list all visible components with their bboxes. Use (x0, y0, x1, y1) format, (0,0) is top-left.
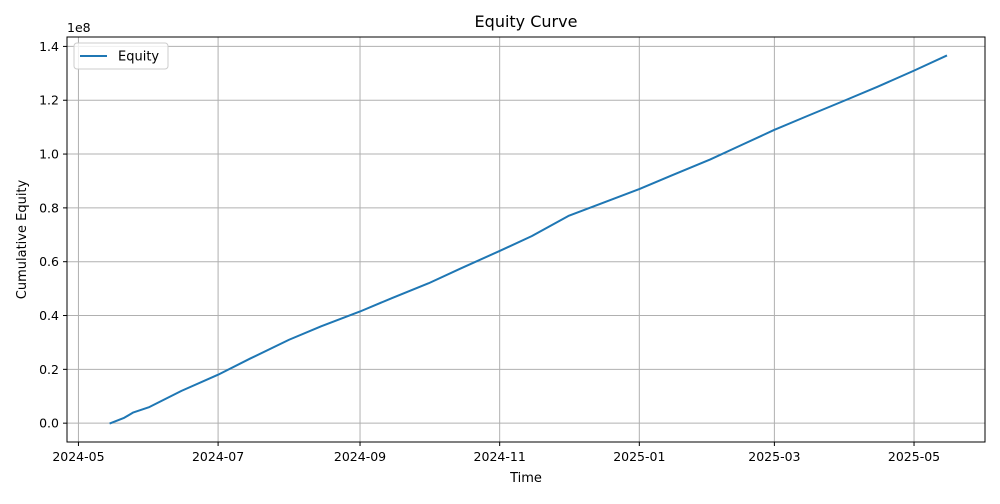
y-tick-label: 0.4 (39, 308, 59, 323)
grid (67, 37, 985, 442)
x-tick-label: 2024-11 (474, 449, 526, 464)
series-line-equity (109, 54, 948, 425)
x-tick-label: 2025-03 (748, 449, 800, 464)
x-tick-label: 2025-01 (613, 449, 665, 464)
x-tick-label: 2024-05 (52, 449, 104, 464)
legend-label-equity: Equity (118, 50, 159, 65)
y-tick-label: 0.0 (39, 416, 59, 431)
x-tick-label: 2025-05 (888, 449, 940, 464)
chart-title: Equity Curve (475, 12, 578, 31)
y-axis-ticks: 0.0 0.2 0.4 0.6 0.8 1.0 1.2 1.4 (39, 39, 67, 431)
x-axis-ticks: 2024-05 2024-07 2024-09 2024-11 2025-01 2025-… (52, 442, 940, 464)
legend-box (73, 42, 169, 70)
x-tick-label: 2024-09 (334, 449, 386, 464)
y-tick-label: 0.6 (39, 254, 59, 269)
legend: Equity (73, 42, 169, 70)
y-tick-label: 0.8 (39, 200, 59, 215)
y-tick-label: 1.0 (39, 147, 59, 162)
y-tick-label: 1.4 (39, 39, 59, 54)
x-axis-label: Time (509, 471, 542, 486)
plot-frame (66, 36, 986, 443)
x-tick-label: 2024-07 (192, 449, 244, 464)
y-tick-label: 0.2 (39, 362, 59, 377)
series-layer (109, 54, 948, 425)
y-tick-label: 1.2 (39, 93, 59, 108)
y-axis-label: Cumulative Equity (15, 179, 30, 299)
y-axis-offset-text: 1e8 (67, 20, 91, 35)
